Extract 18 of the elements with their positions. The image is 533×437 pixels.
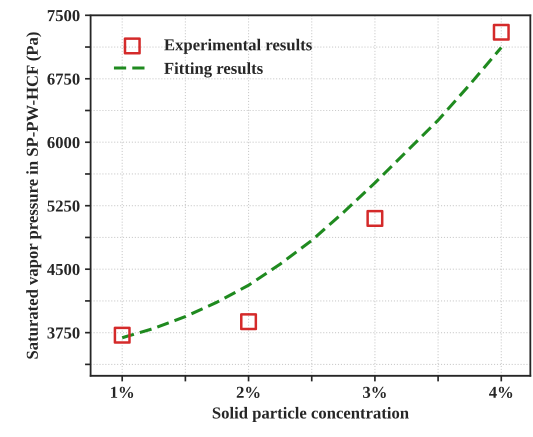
point	[240, 313, 258, 330]
y-tick-label: 6750	[47, 73, 80, 85]
x-tick-label: 4%	[489, 386, 512, 398]
legend-label: Fitting results	[164, 62, 263, 78]
legend-label: Experimental results	[164, 38, 312, 54]
x-tick-label: 1%	[111, 386, 134, 398]
point	[114, 326, 131, 344]
y-tick-label: 6000	[47, 136, 80, 148]
x-tick-label: 3%	[363, 386, 386, 398]
point	[366, 210, 384, 227]
y-tick-label: 5250	[48, 200, 80, 212]
point	[492, 24, 510, 41]
y-tick-label: 4500	[47, 264, 80, 276]
y-axis-title: Saturated vapor pressure in SP-PW-HCF (Pa)	[26, 32, 42, 359]
x-axis-title: Solid particle concentration	[212, 406, 409, 422]
y-tick-label: 7500	[48, 10, 80, 22]
y-tick-label: 3750	[47, 327, 80, 339]
x-tick-label: 2%	[236, 386, 260, 398]
